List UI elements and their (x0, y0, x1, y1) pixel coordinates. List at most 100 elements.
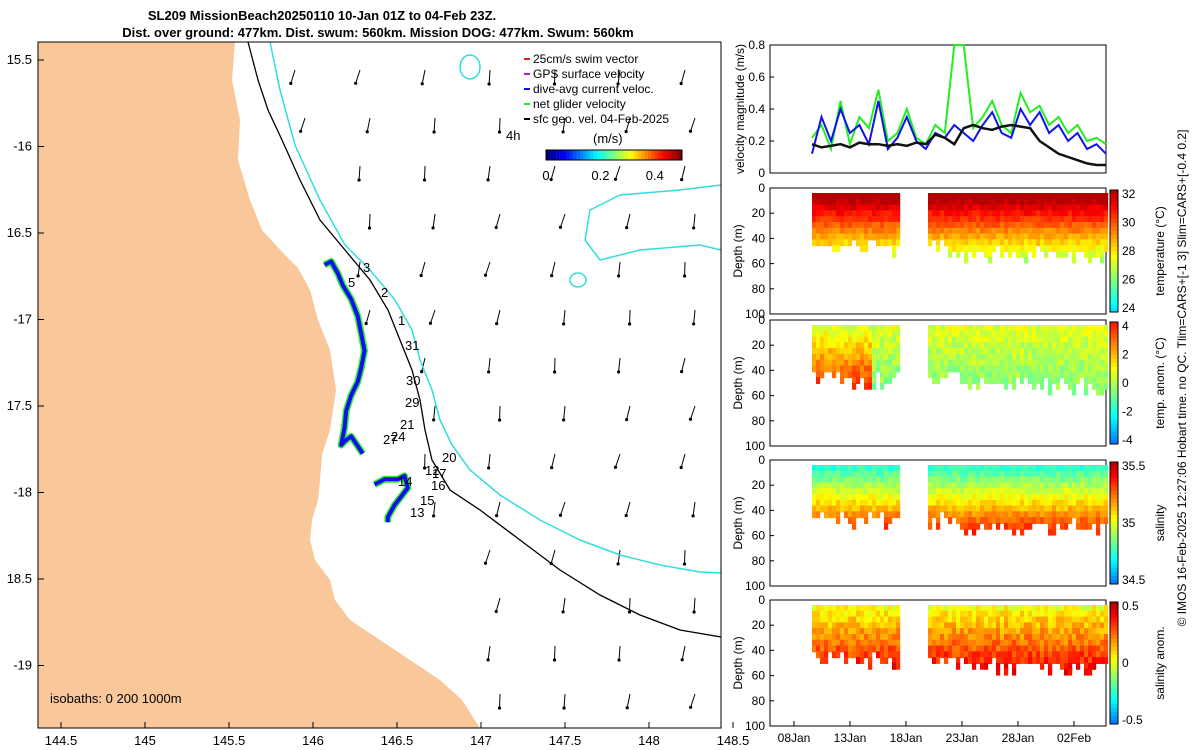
section-cell (1008, 245, 1013, 252)
section-cell (816, 476, 821, 484)
section-cell (1004, 342, 1009, 350)
section-cell (952, 198, 957, 206)
section-cell (1012, 657, 1017, 664)
section-cell (848, 610, 853, 618)
section-cell (996, 488, 1001, 495)
section-cell (856, 493, 861, 501)
section-colorbar-cell (1110, 575, 1118, 581)
section-cell (840, 605, 845, 612)
section-cell (852, 365, 857, 373)
section-cell (1044, 348, 1049, 355)
section-cell (884, 233, 889, 241)
section-cell (1092, 382, 1097, 390)
section-cell (1080, 505, 1085, 513)
section-cell (1008, 193, 1013, 200)
section-cell (1048, 657, 1053, 664)
section-cell (1076, 239, 1081, 247)
section-cell (876, 488, 881, 495)
section-cell (1008, 522, 1013, 530)
section-cell (1048, 517, 1053, 524)
section-cell (868, 359, 873, 367)
section-cell (876, 465, 881, 472)
section-cell (856, 465, 861, 472)
section-cell (1052, 330, 1057, 338)
section-cell (884, 616, 889, 624)
current-arrow (560, 213, 566, 228)
section-cell (976, 493, 981, 501)
section-cell (1072, 256, 1077, 264)
section-cell (1088, 522, 1093, 530)
section-cell (1072, 250, 1077, 258)
section-colorbar-cell (1110, 518, 1118, 524)
section-cell (980, 325, 985, 332)
section-cell (1036, 216, 1041, 223)
section-cell (1096, 605, 1101, 612)
section-cell (1076, 330, 1081, 338)
section-cell (1012, 336, 1017, 344)
section-cell (1044, 470, 1049, 478)
section-cell (872, 365, 877, 373)
section-cell (1064, 610, 1069, 618)
section-cell (1088, 476, 1093, 484)
section-cell (980, 605, 985, 612)
section-cell (1020, 522, 1025, 530)
section-cell (960, 505, 965, 513)
section-cell (832, 239, 837, 247)
section-cell (1092, 250, 1097, 258)
colorbar-cell (617, 150, 621, 160)
section-cell (1008, 476, 1013, 484)
current-arrow (625, 117, 631, 132)
section-cell (992, 336, 997, 344)
section-cell (888, 493, 893, 501)
section-cell (956, 493, 961, 501)
depth-tick-label: 40 (752, 643, 766, 657)
section-cell (1072, 239, 1077, 247)
section-cell (848, 605, 853, 612)
section-cell (1072, 233, 1077, 241)
section-cell (992, 365, 997, 373)
current-arrow-head (552, 658, 557, 662)
section-cell (1012, 476, 1017, 484)
section-cell (996, 470, 1001, 478)
section-cell (880, 633, 885, 641)
section-cell (1100, 605, 1105, 612)
section-cell (984, 359, 989, 367)
section-cell (1068, 499, 1073, 507)
section-cell (948, 488, 953, 495)
section-cell (1104, 628, 1109, 635)
section-cell (1068, 657, 1073, 664)
section-cell (828, 645, 833, 653)
section-cell (964, 499, 969, 507)
section-cell (1104, 657, 1109, 664)
section-cell (1024, 657, 1029, 664)
section-cell (1096, 517, 1101, 524)
section-colorbar-cell (1110, 498, 1118, 504)
section-colorbar-cell (1110, 326, 1118, 331)
section-cell (988, 216, 993, 223)
section-cell (956, 330, 961, 338)
section-colorbar-cell (1110, 470, 1118, 475)
section-cell (1104, 633, 1109, 641)
current-arrow (430, 309, 436, 324)
section-cell (1020, 359, 1025, 367)
section-cell (892, 645, 897, 653)
section-cell (1092, 499, 1097, 507)
section-colorbar-cell (1110, 194, 1118, 199)
section-cell (1048, 342, 1053, 350)
section-cell (852, 325, 857, 332)
section-cell (892, 605, 897, 612)
section-cell (1048, 330, 1053, 338)
section-colorbar-cell (1110, 395, 1118, 400)
section-cell (1020, 365, 1025, 373)
section-cell (1016, 245, 1021, 252)
section-cell (1016, 499, 1021, 507)
section-cell (996, 651, 1001, 659)
section-cell (1080, 628, 1085, 635)
section-colorbar-cell (1110, 539, 1118, 544)
section-cell (1076, 216, 1081, 223)
section-cell (1072, 221, 1077, 229)
section-cell (952, 216, 957, 223)
section-cell (1084, 476, 1089, 484)
section-colorbar-cell (1110, 419, 1118, 425)
section-cell (1052, 657, 1057, 664)
